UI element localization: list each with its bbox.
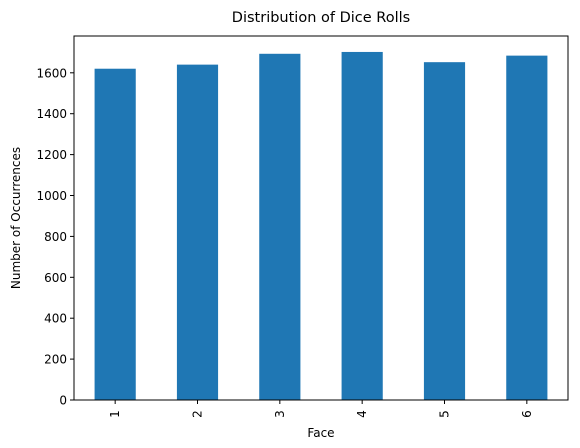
bar-face-3 [259,53,301,400]
y-tick-label: 0 [59,394,67,408]
bar-face-6 [506,55,548,400]
y-tick-label: 1600 [36,66,67,80]
x-tick-label: 5 [438,410,452,418]
bar-face-1 [94,68,136,400]
y-tick-label: 1000 [36,189,67,203]
y-axis-ticks: 0 200 400 600 800 1000 1200 1400 1600 [36,66,74,408]
y-tick-label: 1200 [36,148,67,162]
bar-face-4 [341,51,383,400]
x-tick-label: 6 [520,410,534,418]
x-tick-label: 3 [273,410,287,418]
y-tick-label: 800 [44,230,67,244]
y-tick-label: 1400 [36,107,67,121]
x-tick-label: 1 [108,410,122,418]
y-tick-label: 400 [44,312,67,326]
bar-face-2 [176,64,219,400]
bar-face-5 [423,62,466,400]
x-tick-label: 4 [355,410,369,418]
y-axis-label: Number of Occurrences [9,147,23,289]
y-tick-label: 600 [44,271,67,285]
chart-title: Distribution of Dice Rolls [232,10,410,26]
bars [94,51,548,400]
x-tick-label: 2 [191,410,205,418]
plot-frame [73,35,569,401]
y-tick-label: 200 [44,353,67,367]
x-axis-ticks: 1 2 3 4 5 6 [108,400,534,418]
x-axis-label: Face [307,426,334,440]
